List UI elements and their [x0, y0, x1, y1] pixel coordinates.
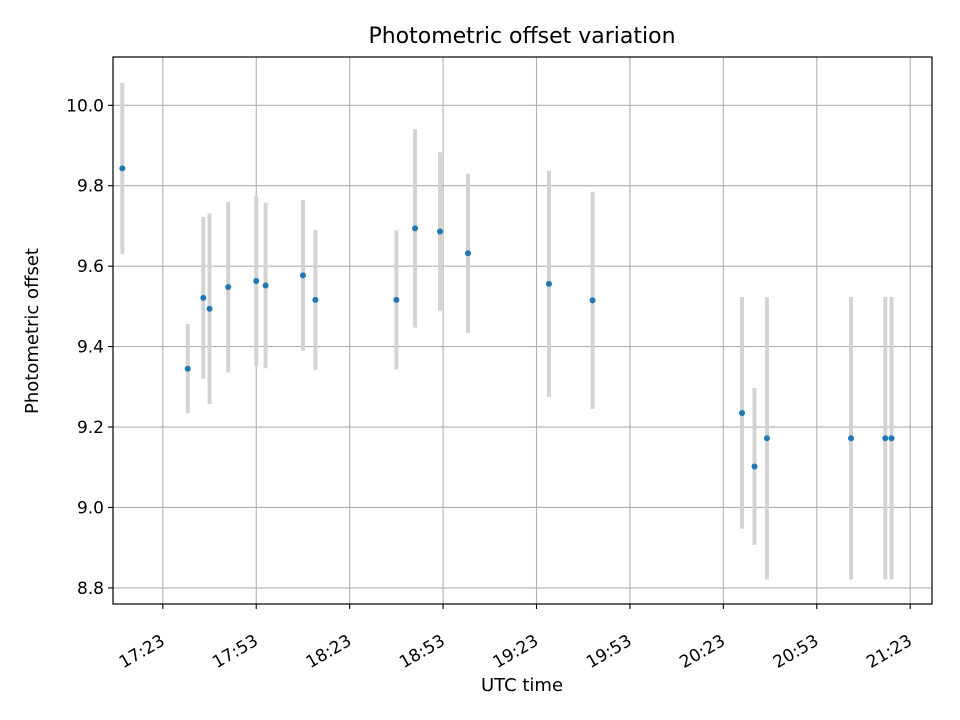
data-point: [589, 297, 596, 304]
data-point: [888, 435, 895, 442]
y-tick-label: 9.6: [77, 257, 104, 277]
y-tick-label: 10.0: [66, 96, 104, 116]
x-tick-label: 18:23: [303, 631, 355, 673]
x-axis-label: UTC time: [481, 675, 563, 696]
y-tick-label: 9.2: [77, 418, 104, 438]
x-tick-label: 19:23: [490, 631, 542, 673]
y-tick-label: 9.4: [77, 338, 104, 358]
y-tick-label: 9.0: [77, 498, 104, 518]
data-point: [739, 409, 746, 416]
x-tick-label: 17:23: [116, 631, 168, 673]
data-point: [882, 435, 889, 442]
data-point: [412, 225, 419, 232]
data-point: [200, 294, 207, 301]
x-axis-ticks: 17:23 17:53 18:23 18:53 19:23 19:53 20:23 20:53…: [116, 604, 916, 673]
y-tick-label: 8.8: [77, 579, 104, 599]
x-tick-label: 17:53: [209, 631, 261, 673]
data-point: [393, 296, 400, 303]
data-point: [225, 284, 232, 291]
data-point: [848, 435, 855, 442]
data-point: [119, 165, 126, 172]
data-point: [299, 272, 306, 279]
data-points: [119, 165, 895, 470]
data-point: [751, 463, 758, 470]
x-tick-label: 19:53: [583, 631, 635, 673]
data-point: [184, 365, 191, 372]
y-axis-ticks: 8.8 9.0 9.2 9.4 9.6 9.8 10.0: [66, 96, 113, 599]
x-tick-label: 20:53: [770, 631, 822, 673]
grid: [113, 57, 932, 604]
data-point: [206, 305, 213, 312]
data-point: [253, 278, 260, 285]
data-point: [465, 250, 472, 257]
data-point: [545, 280, 552, 287]
plot-frame: [112, 56, 933, 605]
y-axis-label: Photometric offset: [22, 248, 43, 414]
data-point: [262, 282, 269, 289]
error-bars: [120, 82, 894, 580]
y-tick-label: 9.8: [77, 177, 104, 197]
x-tick-label: 21:23: [863, 631, 915, 673]
data-point: [312, 296, 319, 303]
data-point: [763, 435, 770, 442]
x-tick-label: 20:23: [676, 631, 728, 673]
data-point: [436, 228, 443, 235]
chart-title: Photometric offset variation: [368, 24, 675, 49]
x-tick-label: 18:53: [396, 631, 448, 673]
